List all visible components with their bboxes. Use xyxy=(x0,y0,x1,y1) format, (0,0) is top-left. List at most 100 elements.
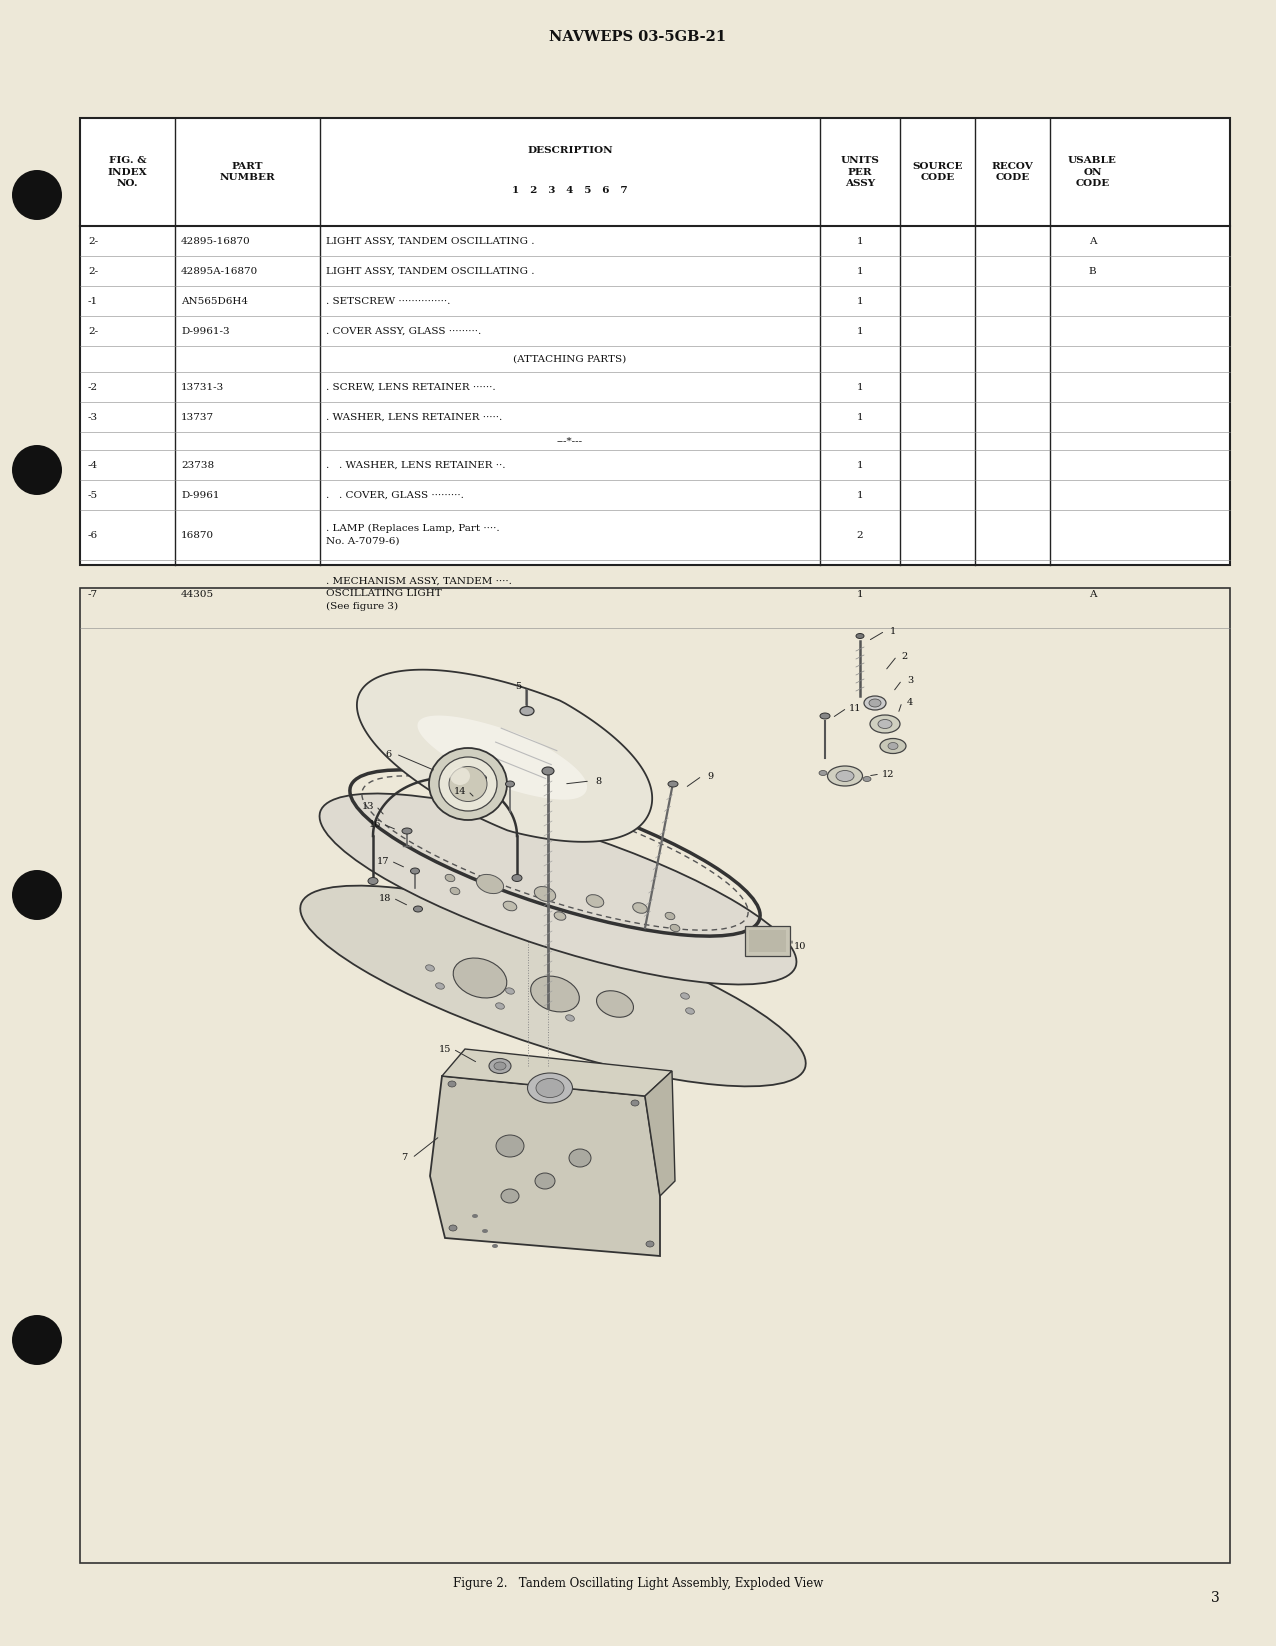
Ellipse shape xyxy=(503,902,517,910)
Ellipse shape xyxy=(632,1100,639,1106)
Text: -5: -5 xyxy=(88,491,98,499)
Ellipse shape xyxy=(489,1058,510,1073)
Ellipse shape xyxy=(472,1215,478,1218)
Ellipse shape xyxy=(669,780,678,787)
Ellipse shape xyxy=(435,983,444,989)
Ellipse shape xyxy=(411,867,420,874)
Text: Figure 2.   Tandem Oscillating Light Assembly, Exploded View: Figure 2. Tandem Oscillating Light Assem… xyxy=(453,1577,823,1590)
Ellipse shape xyxy=(670,925,680,932)
Ellipse shape xyxy=(836,770,854,782)
Ellipse shape xyxy=(531,976,579,1012)
Ellipse shape xyxy=(633,902,647,914)
Ellipse shape xyxy=(476,874,504,894)
Ellipse shape xyxy=(819,770,827,775)
Ellipse shape xyxy=(11,444,63,495)
Text: RECOV
CODE: RECOV CODE xyxy=(991,161,1034,183)
Text: 44305: 44305 xyxy=(181,589,214,599)
Ellipse shape xyxy=(426,965,434,971)
Text: -4: -4 xyxy=(88,461,98,469)
Text: .   . WASHER, LENS RETAINER ··.: . . WASHER, LENS RETAINER ··. xyxy=(325,461,505,469)
Bar xyxy=(745,927,790,956)
Bar xyxy=(749,930,786,951)
Text: SOURCE
CODE: SOURCE CODE xyxy=(912,161,963,183)
Text: . COVER ASSY, GLASS ·········.: . COVER ASSY, GLASS ·········. xyxy=(325,326,481,336)
Text: 2-: 2- xyxy=(88,237,98,245)
Ellipse shape xyxy=(680,993,689,999)
Ellipse shape xyxy=(477,775,486,780)
Ellipse shape xyxy=(450,767,470,785)
Text: .   . COVER, GLASS ·········.: . . COVER, GLASS ·········. xyxy=(325,491,464,499)
Ellipse shape xyxy=(869,700,880,708)
Ellipse shape xyxy=(367,877,378,884)
Ellipse shape xyxy=(429,747,507,820)
Polygon shape xyxy=(357,670,652,841)
Text: 42895A-16870: 42895A-16870 xyxy=(181,267,258,275)
Text: 13731-3: 13731-3 xyxy=(181,382,225,392)
Text: -6: -6 xyxy=(88,530,98,540)
Ellipse shape xyxy=(535,1174,555,1188)
Text: 9: 9 xyxy=(707,772,713,780)
Text: 1: 1 xyxy=(856,296,864,306)
Text: 4: 4 xyxy=(907,698,914,706)
Text: 17: 17 xyxy=(376,856,389,866)
Ellipse shape xyxy=(856,634,864,639)
Ellipse shape xyxy=(864,696,886,709)
Ellipse shape xyxy=(493,1244,498,1248)
Text: PART
NUMBER: PART NUMBER xyxy=(219,161,276,183)
Ellipse shape xyxy=(535,887,555,902)
Polygon shape xyxy=(644,1072,675,1197)
Text: D-9961: D-9961 xyxy=(181,491,219,499)
Text: 6: 6 xyxy=(385,749,390,759)
Ellipse shape xyxy=(11,170,63,221)
Text: . SETSCREW ···············.: . SETSCREW ···············. xyxy=(325,296,450,306)
Ellipse shape xyxy=(445,874,454,882)
Text: 13: 13 xyxy=(362,802,374,810)
Text: 23738: 23738 xyxy=(181,461,214,469)
Ellipse shape xyxy=(542,767,554,775)
Ellipse shape xyxy=(449,1225,457,1231)
Text: 11: 11 xyxy=(849,703,861,713)
Text: 42895-16870: 42895-16870 xyxy=(181,237,251,245)
Polygon shape xyxy=(441,1049,672,1096)
Ellipse shape xyxy=(820,713,829,719)
Text: UNITS
PER
ASSY: UNITS PER ASSY xyxy=(841,156,879,188)
Text: 1: 1 xyxy=(856,326,864,336)
Polygon shape xyxy=(430,1076,660,1256)
Text: 1: 1 xyxy=(856,461,864,469)
Text: -2: -2 xyxy=(88,382,98,392)
Ellipse shape xyxy=(501,1188,519,1203)
Text: 1: 1 xyxy=(856,267,864,275)
Ellipse shape xyxy=(482,1230,487,1233)
Text: ---*---: ---*--- xyxy=(556,436,583,446)
Ellipse shape xyxy=(870,714,900,732)
Text: 7: 7 xyxy=(401,1154,407,1162)
Ellipse shape xyxy=(505,780,514,787)
Ellipse shape xyxy=(586,895,604,907)
Text: 13737: 13737 xyxy=(181,413,214,421)
Text: 16: 16 xyxy=(369,820,382,828)
Ellipse shape xyxy=(439,757,496,811)
Ellipse shape xyxy=(319,793,796,984)
Text: . WASHER, LENS RETAINER ·····.: . WASHER, LENS RETAINER ·····. xyxy=(325,413,503,421)
Text: (ATTACHING PARTS): (ATTACHING PARTS) xyxy=(513,354,627,364)
Bar xyxy=(80,588,1230,1564)
Text: LIGHT ASSY, TANDEM OSCILLATING .: LIGHT ASSY, TANDEM OSCILLATING . xyxy=(325,237,535,245)
Ellipse shape xyxy=(300,886,805,1086)
Ellipse shape xyxy=(505,988,514,994)
Ellipse shape xyxy=(880,739,906,754)
Text: AN565D6H4: AN565D6H4 xyxy=(181,296,248,306)
Ellipse shape xyxy=(878,719,892,729)
Text: -3: -3 xyxy=(88,413,98,421)
Text: 3: 3 xyxy=(907,675,914,685)
Text: FIG. &
INDEX
NO.: FIG. & INDEX NO. xyxy=(107,156,147,188)
Ellipse shape xyxy=(646,1241,655,1248)
Text: . SCREW, LENS RETAINER ······.: . SCREW, LENS RETAINER ······. xyxy=(325,382,495,392)
Ellipse shape xyxy=(565,1016,574,1021)
Ellipse shape xyxy=(494,1062,507,1070)
Ellipse shape xyxy=(527,1073,573,1103)
Text: 10: 10 xyxy=(794,942,806,950)
Bar xyxy=(80,119,1230,565)
Ellipse shape xyxy=(521,706,533,716)
Text: . MECHANISM ASSY, TANDEM ····.
OSCILLATING LIGHT
(See figure 3): . MECHANISM ASSY, TANDEM ····. OSCILLATI… xyxy=(325,576,512,611)
Text: 5: 5 xyxy=(516,681,521,691)
